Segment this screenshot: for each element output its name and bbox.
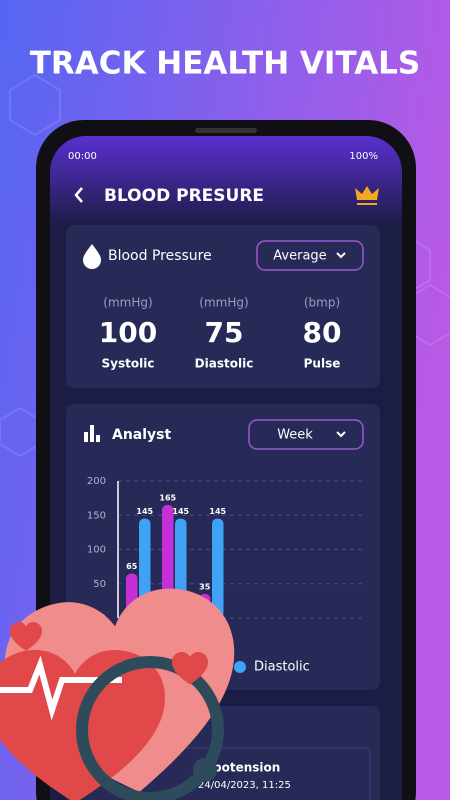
dropdown-chevron [336, 431, 346, 438]
summary-title: Blood Pressure [108, 248, 212, 264]
page-title: BLOOD PRESURE [104, 186, 264, 206]
metric-unit: (mmHg) [103, 296, 152, 310]
dropdown-label: Average [273, 249, 326, 264]
premium-crown[interactable] [355, 186, 379, 205]
history-datetime: 24/04/2023, 11:25 [198, 780, 291, 791]
metric-value: 75 [205, 316, 244, 349]
metric-unit: (bmp) [304, 296, 340, 310]
value-label: 145 [209, 507, 226, 516]
y-tick-label: 200 [87, 476, 106, 487]
legend-label: Diastolic [254, 660, 310, 675]
value-label: 145 [136, 507, 153, 516]
week-dropdown[interactable] [248, 419, 364, 450]
metrics: (mmHg) 100 Systolic (mmHg) 75 Diastolic (bmp) 8… [99, 296, 342, 371]
chart-title: Analyst [112, 427, 172, 443]
legend-swatch [234, 661, 246, 673]
metric-value: 80 [303, 316, 342, 349]
hearts-illustration [0, 588, 235, 800]
y-tick-label: 50 [93, 579, 106, 590]
average-dropdown[interactable] [256, 240, 364, 271]
dropdown-label: Week [277, 428, 313, 443]
metric-value: 100 [99, 316, 157, 349]
status-time: 00:00 [68, 151, 97, 162]
y-tick-label: 150 [87, 510, 106, 521]
speaker [195, 128, 257, 133]
drop-icon [83, 244, 101, 269]
history-title: potension [213, 761, 280, 775]
chart-icon [84, 425, 100, 442]
metric-label: Pulse [304, 357, 341, 371]
summary-card [66, 225, 380, 388]
y-tick-label: 100 [87, 545, 106, 556]
status-battery: 100% [349, 151, 378, 162]
value-label: 165 [159, 493, 176, 502]
value-label: 145 [172, 507, 189, 516]
bar [212, 518, 224, 618]
dropdown-chevron [336, 252, 346, 259]
value-label: 65 [126, 562, 138, 571]
value-label: 35 [199, 583, 211, 592]
metric-unit: (mmHg) [199, 296, 248, 310]
app-header [50, 136, 402, 226]
back-button[interactable] [74, 187, 83, 203]
metric-label: Systolic [102, 357, 155, 371]
headline: TRACK HEALTH VITALS [30, 46, 421, 82]
metric-label: Diastolic [195, 357, 254, 371]
